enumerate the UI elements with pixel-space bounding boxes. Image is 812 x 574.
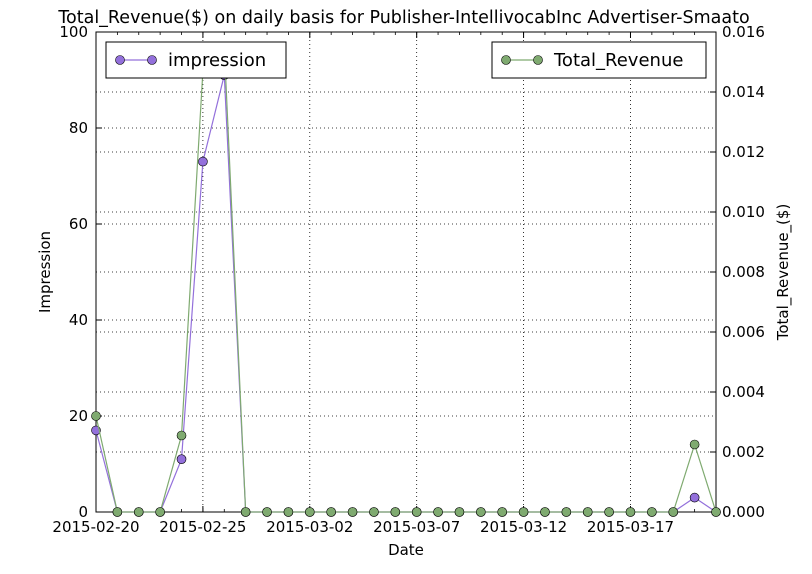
- point-Total_Revenue: [540, 507, 550, 517]
- point-Total_Revenue: [433, 507, 443, 517]
- series-line-impression: [95, 75, 717, 513]
- series: [91, 42, 721, 517]
- point-Total_Revenue: [262, 507, 272, 517]
- point-Total_Revenue: [347, 507, 358, 517]
- point-Total_Revenue: [240, 507, 251, 517]
- y2-tick-label: 0.004: [722, 383, 765, 401]
- legend-label: Total_Revenue: [553, 50, 683, 71]
- point-Total_Revenue: [411, 507, 422, 517]
- y2-tick-label: 0.002: [722, 443, 765, 461]
- point-Total_Revenue: [604, 507, 614, 517]
- point-Total_Revenue: [326, 507, 336, 517]
- axes: 2015-02-20 2015-02-25 2015-03-02 2015-03-07…: [52, 23, 765, 536]
- y-axis-title: Impression: [36, 231, 54, 313]
- series-impression: [91, 70, 721, 517]
- legend-marker: [501, 55, 511, 65]
- point-Total_Revenue: [647, 507, 657, 517]
- point-Total_Revenue: [155, 507, 165, 517]
- point-Total_Revenue: [561, 507, 572, 517]
- point-Total_Revenue: [668, 507, 679, 517]
- point-Total_Revenue: [625, 507, 636, 517]
- y2-tick-label: 0.012: [722, 143, 765, 161]
- point-Total_Revenue: [582, 507, 593, 517]
- point-Total_Revenue: [497, 507, 508, 517]
- y-tick-label: 100: [59, 23, 88, 41]
- x-tick-label: 2015-03-17: [587, 518, 674, 536]
- point-Total_Revenue: [304, 507, 315, 517]
- point-Total_Revenue: [454, 507, 465, 517]
- point-Total_Revenue: [711, 507, 721, 517]
- series-line-Total_Revenue: [95, 45, 717, 513]
- legend-top-left: impression: [105, 41, 287, 79]
- legend-top-right: Total_Revenue: [491, 41, 707, 79]
- y2-tick-label: 0.006: [722, 323, 765, 341]
- y2-axis-title: Total_Revenue_($): [774, 204, 793, 342]
- chart-title: Total_Revenue($) on daily basis for Publ…: [57, 8, 749, 28]
- point-Total_Revenue: [390, 507, 401, 517]
- y2-tick-label: 0.016: [722, 23, 765, 41]
- legend-marker: [533, 55, 543, 65]
- y-tick-label: 60: [69, 215, 88, 233]
- point-Total_Revenue: [283, 507, 294, 517]
- x-axis-title: Date: [388, 541, 424, 559]
- legend-marker: [147, 55, 157, 65]
- point-Total_Revenue: [91, 411, 101, 421]
- series-Total_Revenue: [91, 42, 721, 517]
- legend-marker: [115, 55, 125, 65]
- point-impression: [689, 492, 700, 503]
- legend-label: impression: [168, 50, 266, 71]
- point-Total_Revenue: [112, 507, 123, 517]
- x-tick-label: 2015-03-12: [480, 518, 567, 536]
- y-tick-label: 80: [69, 119, 88, 137]
- point-Total_Revenue: [476, 507, 486, 517]
- point-Total_Revenue: [689, 439, 700, 450]
- point-Total_Revenue: [518, 507, 529, 517]
- grid: [95, 31, 716, 513]
- point-impression: [198, 156, 208, 167]
- x-tick-label: 2015-02-20: [52, 518, 139, 536]
- y2-tick-label: 0.008: [722, 263, 765, 281]
- y-tick-label: 0: [78, 503, 88, 521]
- y-tick-label: 20: [69, 407, 88, 425]
- legends: impression Total_Revenue: [105, 41, 707, 79]
- point-impression: [176, 454, 187, 465]
- y2-tick-label: 0.010: [722, 203, 765, 221]
- x-tick-label: 2015-03-02: [266, 518, 353, 536]
- y2-tick-label: 0.000: [722, 503, 765, 521]
- y2-tick-label: 0.014: [722, 83, 765, 101]
- y-tick-label: 40: [69, 311, 88, 329]
- point-Total_Revenue: [176, 430, 187, 441]
- point-Total_Revenue: [133, 507, 144, 517]
- point-Total_Revenue: [369, 507, 379, 517]
- x-tick-label: 2015-02-25: [159, 518, 246, 536]
- x-tick-label: 2015-03-07: [373, 518, 460, 536]
